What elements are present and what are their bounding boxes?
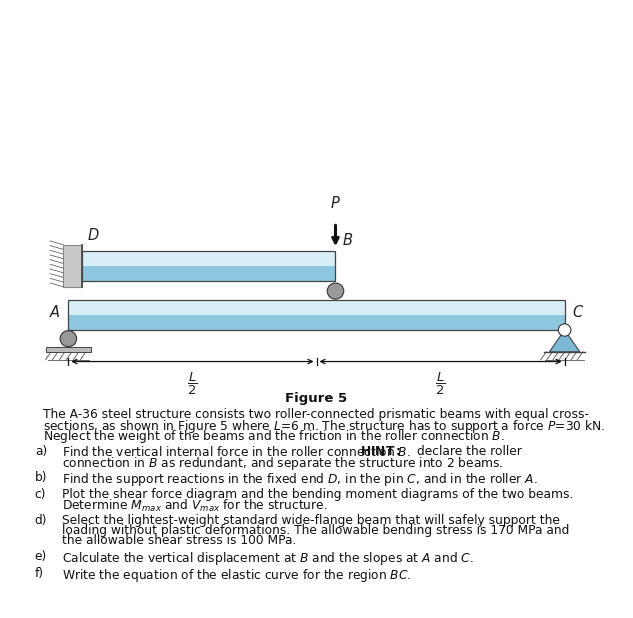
Bar — [68, 300, 565, 315]
Bar — [68, 315, 565, 330]
Text: Find the vertical internal force in the roller connection $B$.: Find the vertical internal force in the … — [62, 445, 412, 459]
Text: Plot the shear force diagram and the bending moment diagrams of the two beams.: Plot the shear force diagram and the ben… — [62, 488, 573, 501]
Text: $D$: $D$ — [87, 227, 100, 243]
Text: Figure 5: Figure 5 — [285, 392, 348, 405]
Text: The A-36 steel structure consists two roller-connected prismatic beams with equa: The A-36 steel structure consists two ro… — [43, 408, 589, 421]
Text: Select the lightest-weight standard wide-flange beam that will safely support th: Select the lightest-weight standard wide… — [62, 514, 560, 527]
Bar — [46, 347, 91, 352]
Text: declare the roller: declare the roller — [417, 445, 522, 458]
Text: c): c) — [35, 488, 46, 501]
Text: f): f) — [35, 567, 44, 580]
Text: e): e) — [35, 550, 47, 563]
Text: connection in $B$ as redundant, and separate the structure into 2 beams.: connection in $B$ as redundant, and sepa… — [62, 455, 503, 472]
Text: loading without plastic deformations. The allowable bending stress is 170 MPa an: loading without plastic deformations. Th… — [62, 524, 570, 537]
Text: Neglect the weight of the beams and the friction in the roller connection $B$.: Neglect the weight of the beams and the … — [43, 428, 505, 445]
Text: $\mathbf{HINT:}$: $\mathbf{HINT:}$ — [360, 445, 401, 458]
Bar — [82, 266, 335, 281]
Text: Write the equation of the elastic curve for the region $BC$.: Write the equation of the elastic curve … — [62, 567, 411, 585]
Bar — [82, 251, 335, 281]
Circle shape — [558, 324, 571, 336]
Text: Determine $M_{max}$ and $V_{max}$ for the structure.: Determine $M_{max}$ and $V_{max}$ for th… — [62, 498, 328, 514]
Text: $P$: $P$ — [330, 195, 341, 211]
Polygon shape — [549, 330, 580, 352]
Bar — [82, 251, 335, 266]
Text: b): b) — [35, 471, 47, 484]
Text: the allowable shear stress is 100 MPa.: the allowable shear stress is 100 MPa. — [62, 534, 296, 547]
Bar — [68, 300, 565, 330]
Text: sections, as shown in Figure 5 where $L$=6 m. The structure has to support a for: sections, as shown in Figure 5 where $L$… — [43, 418, 605, 435]
Text: Find the support reactions in the fixed end $D$, in the pin $C$, and in the roll: Find the support reactions in the fixed … — [62, 471, 538, 488]
Text: d): d) — [35, 514, 47, 527]
Text: $A$: $A$ — [49, 304, 61, 320]
Text: $\dfrac{L}{2}$: $\dfrac{L}{2}$ — [436, 371, 446, 397]
Circle shape — [327, 283, 344, 299]
Text: $C$: $C$ — [572, 304, 584, 320]
Text: $B$: $B$ — [342, 232, 353, 248]
Text: $\dfrac{L}{2}$: $\dfrac{L}{2}$ — [187, 371, 197, 397]
FancyBboxPatch shape — [63, 245, 82, 287]
Text: a): a) — [35, 445, 47, 458]
Text: Calculate the vertical displacement at $B$ and the slopes at $A$ and $C$.: Calculate the vertical displacement at $… — [62, 550, 474, 567]
Circle shape — [60, 331, 77, 347]
